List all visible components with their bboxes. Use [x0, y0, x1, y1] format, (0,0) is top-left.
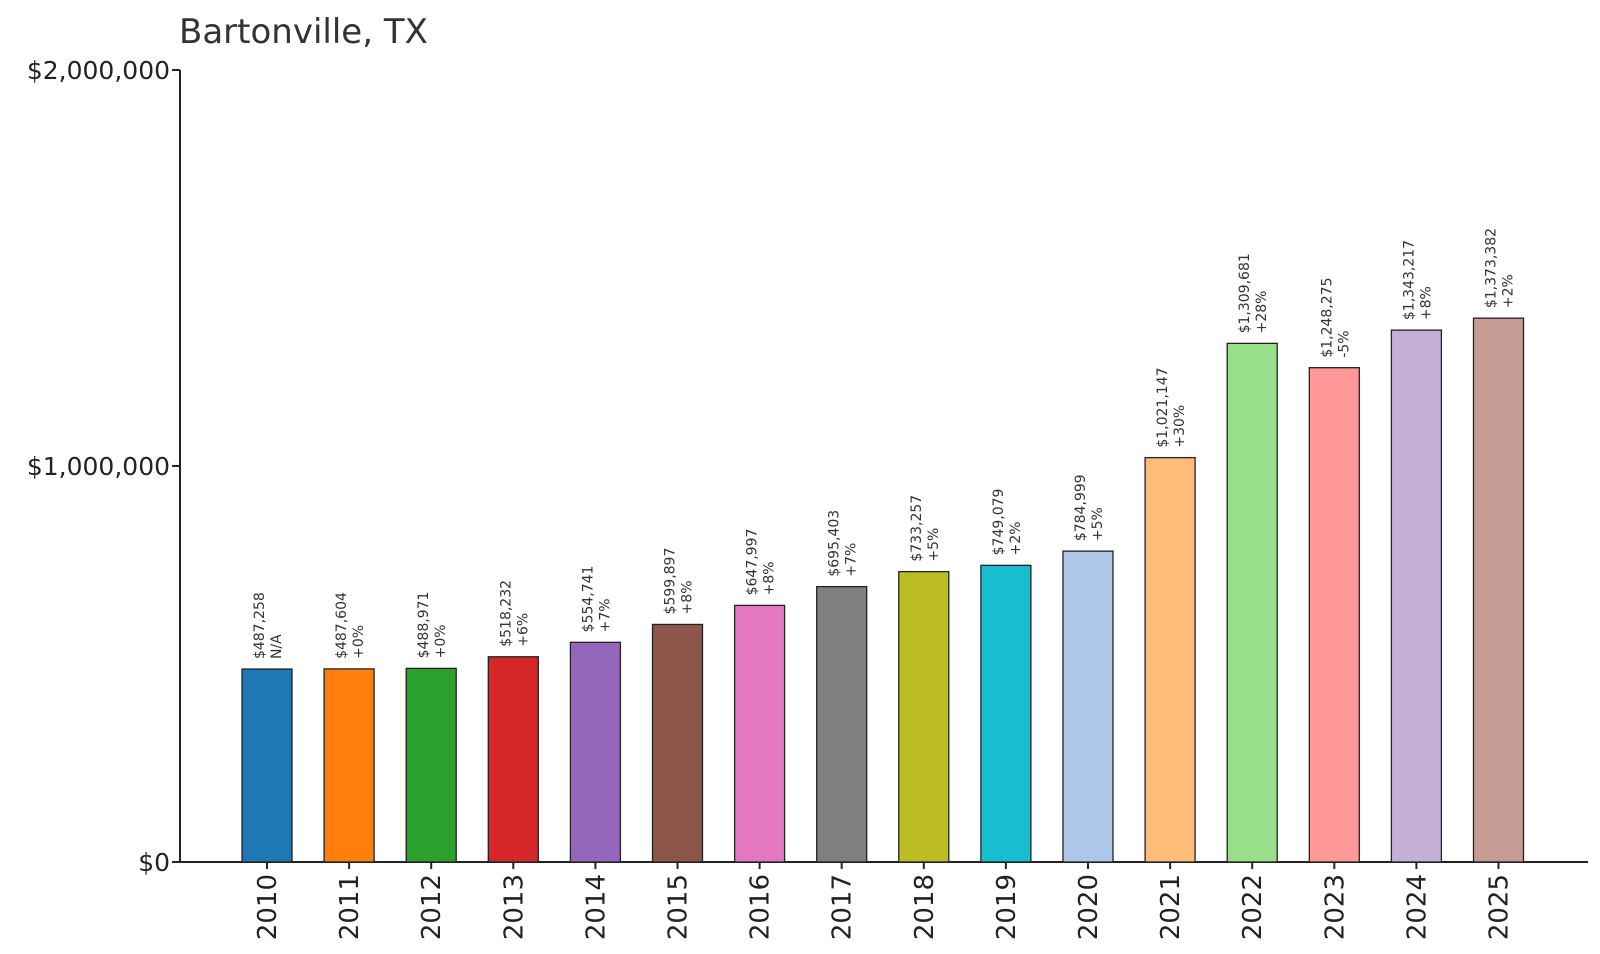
bar-value-label: $488,971+0% — [416, 592, 449, 659]
bar — [1390, 329, 1443, 863]
bar-value: $749,079 — [991, 489, 1007, 556]
bar-change: +7% — [597, 598, 613, 632]
x-tick-label: 2011 — [335, 874, 365, 940]
bar — [733, 604, 786, 863]
y-tick-label: $2,000,000 — [27, 56, 170, 85]
x-tick-label: 2017 — [828, 874, 858, 940]
x-tick-label: 2019 — [992, 874, 1022, 940]
bar-value: $599,897 — [663, 548, 679, 615]
bar-value-label: $599,897+8% — [663, 548, 696, 615]
bar-value: $1,343,217 — [1401, 240, 1417, 320]
bar-value-label: $695,403+7% — [827, 510, 860, 577]
bar-value-label: $554,741+7% — [580, 566, 613, 633]
bar-change: +6% — [515, 613, 531, 647]
bar — [569, 641, 622, 863]
bar — [1226, 342, 1278, 863]
bar-value-label: $1,248,275-5% — [1319, 278, 1352, 358]
bar-value: $518,232 — [498, 580, 514, 647]
bar-value-label: $1,309,681+28% — [1237, 253, 1270, 333]
bar-value: $695,403 — [827, 510, 843, 577]
x-tick-label: 2012 — [417, 874, 447, 940]
bar-value: $487,604 — [334, 592, 350, 659]
bar — [241, 668, 293, 863]
x-tick-label: 2020 — [1074, 874, 1104, 940]
bar-change: +0% — [351, 625, 367, 659]
x-axis: 2010 2011 2012 2013 2014 2015 2016 2017 2018 2019… — [180, 861, 1588, 940]
bar-value-label: $749,079+2% — [991, 489, 1024, 556]
bar-value: $1,248,275 — [1319, 278, 1335, 358]
bar — [980, 564, 1032, 863]
bar-value: $647,997 — [745, 529, 761, 596]
y-tick-label: $1,000,000 — [27, 452, 170, 481]
x-tick-label: 2021 — [1156, 874, 1186, 940]
bar-value-label: $1,343,217+8% — [1401, 240, 1434, 320]
x-tick-label: 2016 — [746, 874, 776, 940]
bar-value: $1,309,681 — [1237, 253, 1253, 333]
bars — [241, 317, 1525, 863]
bar-change: +2% — [1501, 274, 1517, 308]
bar-change: +7% — [844, 543, 860, 577]
x-tick-label: 2014 — [581, 874, 611, 940]
x-tick-label: 2024 — [1402, 874, 1432, 940]
bar-value-label: $487,258N/A — [252, 592, 285, 659]
bar-change: +8% — [680, 580, 696, 614]
bar-change: +0% — [433, 624, 449, 658]
x-tick-label: 2022 — [1238, 874, 1268, 940]
bar-value: $1,021,147 — [1155, 367, 1171, 447]
bar-value-label: $733,257+5% — [909, 495, 942, 562]
bar — [816, 585, 868, 863]
x-tick-label: 2025 — [1485, 874, 1515, 940]
bar-change: +5% — [926, 528, 942, 562]
bar-value: $733,257 — [909, 495, 925, 562]
bar-labels: $487,258N/A $487,604+0% $488,971+0% $518,23… — [252, 228, 1517, 659]
x-tick-label: 2018 — [910, 874, 940, 940]
bar-value-label: $1,021,147+30% — [1155, 367, 1188, 447]
bar-change: N/A — [269, 634, 285, 659]
bar — [405, 667, 457, 863]
bar — [1062, 550, 1114, 863]
bar — [487, 656, 539, 863]
bar-value: $784,999 — [1073, 474, 1089, 541]
bar-value: $488,971 — [416, 592, 432, 659]
bar — [898, 570, 950, 863]
bar-value-label: $784,999+5% — [1073, 474, 1106, 541]
bar-value-label: $518,232+6% — [498, 580, 531, 647]
bar — [1144, 456, 1196, 863]
bar — [1472, 317, 1525, 863]
bar-value: $487,258 — [252, 592, 268, 659]
chart-title: Bartonville, TX — [179, 12, 428, 52]
bar-change: -5% — [1336, 330, 1352, 357]
bar-change: +8% — [1418, 286, 1434, 320]
bar — [1308, 367, 1360, 863]
bar-change: +2% — [1008, 521, 1024, 555]
bar-value-label: $1,373,382+2% — [1484, 228, 1517, 308]
y-axis: $0 $1,000,000 $2,000,000 — [27, 56, 181, 877]
x-tick-label: 2015 — [664, 874, 694, 940]
bar-change: +30% — [1172, 405, 1188, 448]
bar-change: +5% — [1090, 507, 1106, 541]
x-tick-label: 2013 — [499, 874, 529, 940]
x-tick-label: 2023 — [1320, 874, 1350, 940]
bar-change: +28% — [1254, 291, 1270, 334]
bar — [323, 668, 375, 863]
bar-value-label: $647,997+8% — [745, 529, 778, 596]
bar-value: $1,373,382 — [1484, 228, 1500, 308]
bar — [651, 623, 704, 863]
x-tick-label: 2010 — [253, 874, 283, 940]
bar-change: +8% — [762, 561, 778, 595]
bar-value: $554,741 — [580, 566, 596, 633]
y-tick-label: $0 — [138, 848, 170, 877]
bar-value-label: $487,604+0% — [334, 592, 367, 659]
